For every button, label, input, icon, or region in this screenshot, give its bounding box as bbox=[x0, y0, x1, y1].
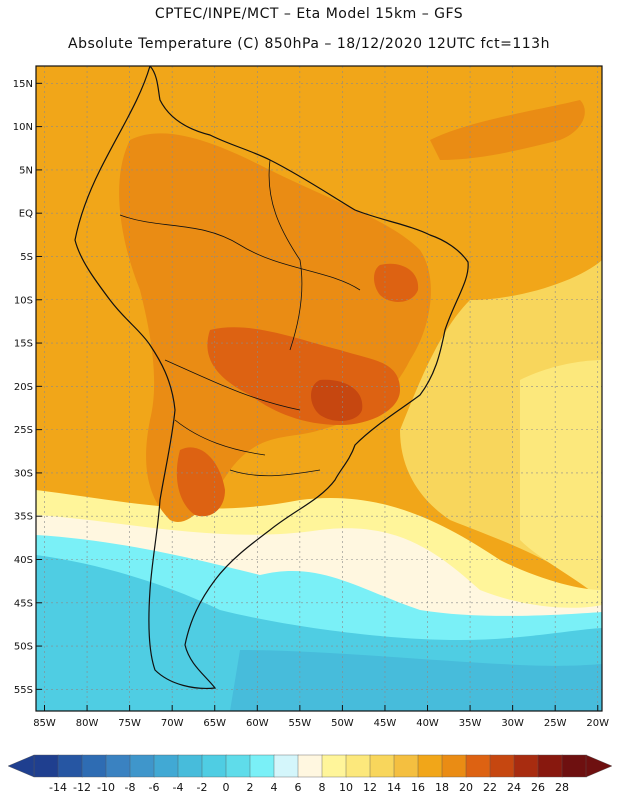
colorbar-swatch bbox=[33, 754, 59, 778]
colorbar-swatch bbox=[441, 754, 467, 778]
colorbar-tick-label: -2 bbox=[197, 781, 208, 794]
lat-label: 25S bbox=[14, 425, 33, 436]
colorbar-tick-label: 24 bbox=[507, 781, 521, 794]
field-hottest bbox=[311, 379, 363, 422]
lon-label: 65W bbox=[203, 718, 226, 729]
lon-label: 30W bbox=[501, 718, 524, 729]
lat-label: 5N bbox=[19, 165, 33, 176]
lat-label: 30S bbox=[14, 468, 33, 479]
colorbar: -14 -12 -10 -8 -6 -4 -2 0 2 4 6 8 10 12 14 16 18 20 22 24 26… bbox=[7, 754, 613, 794]
lon-label: 85W bbox=[33, 718, 56, 729]
field-very-hot-south bbox=[176, 447, 225, 517]
colorbar-swatch bbox=[321, 754, 347, 778]
lon-label: 45W bbox=[374, 718, 397, 729]
lon-label: 55W bbox=[289, 718, 312, 729]
colorbar-swatch bbox=[537, 754, 563, 778]
colorbar-tick-label: 18 bbox=[435, 781, 449, 794]
colorbar-swatch bbox=[249, 754, 275, 778]
lon-label: 80W bbox=[76, 718, 99, 729]
temperature-field bbox=[36, 66, 602, 711]
longitude-labels: 85W 80W 75W 70W 65W 60W 55W 50W 45W 40W 35W 30W 25W 2… bbox=[33, 705, 609, 729]
colorbar-swatch bbox=[465, 754, 491, 778]
colorbar-swatch bbox=[393, 754, 419, 778]
colorbar-tick-label: 12 bbox=[363, 781, 377, 794]
lon-label: 40W bbox=[416, 718, 439, 729]
colorbar-tick-label: 28 bbox=[555, 781, 569, 794]
colorbar-tick-label: -10 bbox=[97, 781, 115, 794]
lat-label: 55S bbox=[14, 685, 33, 696]
colorbar-swatch bbox=[201, 754, 227, 778]
colorbar-tick-label: -6 bbox=[149, 781, 160, 794]
colorbar-swatch bbox=[57, 754, 83, 778]
lon-label: 75W bbox=[118, 718, 141, 729]
latitude-labels: 15N 10N 5N EQ 5S 10S 15S 20S 25S 30S 35S 40S 45S 50S 5… bbox=[13, 79, 42, 696]
colorbar-tick-label: 4 bbox=[271, 781, 278, 794]
lat-label: 35S bbox=[14, 512, 33, 523]
lat-label: 10S bbox=[14, 295, 33, 306]
lat-label: 15N bbox=[13, 79, 33, 90]
colorbar-swatch bbox=[153, 754, 179, 778]
lon-label: 35W bbox=[459, 718, 482, 729]
map-title: CPTEC/INPE/MCT – Eta Model 15km – GFS bbox=[154, 6, 464, 22]
colorbar-swatch bbox=[225, 754, 251, 778]
lat-label: 50S bbox=[14, 642, 33, 653]
colorbar-min-arrow bbox=[7, 754, 35, 778]
colorbar-tick-label: 20 bbox=[459, 781, 473, 794]
colorbar-swatch bbox=[177, 754, 203, 778]
lat-label: 5S bbox=[20, 252, 33, 263]
country-borders bbox=[119, 159, 361, 477]
lat-label: 45S bbox=[14, 598, 33, 609]
colorbar-tick-label: 26 bbox=[531, 781, 545, 794]
colorbar-tick-label: 14 bbox=[387, 781, 401, 794]
lon-label: 60W bbox=[246, 718, 269, 729]
colorbar-tick-label: 6 bbox=[295, 781, 302, 794]
colorbar-tick-label: 8 bbox=[319, 781, 326, 794]
colorbar-tick-label: -14 bbox=[49, 781, 67, 794]
colorbar-max-arrow bbox=[585, 754, 613, 778]
colorbar-swatch bbox=[105, 754, 131, 778]
field-cold-3 bbox=[230, 650, 602, 711]
lat-label: 40S bbox=[14, 555, 33, 566]
colorbar-swatch bbox=[81, 754, 107, 778]
colorbar-swatch bbox=[273, 754, 299, 778]
lat-label: 20S bbox=[14, 382, 33, 393]
colorbar-swatch bbox=[369, 754, 395, 778]
graticule bbox=[36, 66, 602, 711]
colorbar-tick-label: -12 bbox=[73, 781, 91, 794]
lon-label: 50W bbox=[331, 718, 354, 729]
colorbar-swatch bbox=[297, 754, 323, 778]
plot-frame bbox=[35, 65, 603, 712]
colorbar-tick-label: 2 bbox=[247, 781, 254, 794]
map-subtitle: Absolute Temperature (C) 850hPa – 18/12/… bbox=[68, 36, 550, 52]
colorbar-tick-label: -8 bbox=[125, 781, 136, 794]
lon-label: 20W bbox=[586, 718, 609, 729]
colorbar-swatch bbox=[513, 754, 539, 778]
colorbar-tick-label: 22 bbox=[483, 781, 497, 794]
lat-label: EQ bbox=[19, 209, 33, 220]
colorbar-tick-label: 10 bbox=[339, 781, 353, 794]
colorbar-swatch bbox=[417, 754, 443, 778]
lon-label: 25W bbox=[544, 718, 567, 729]
field-hot-interior bbox=[119, 133, 431, 522]
lat-label: 15S bbox=[14, 339, 33, 350]
colorbar-swatch bbox=[129, 754, 155, 778]
colorbar-swatch bbox=[345, 754, 371, 778]
field-mild-east-2 bbox=[520, 360, 602, 600]
colorbar-tick-label: -4 bbox=[173, 781, 184, 794]
lon-label: 70W bbox=[161, 718, 184, 729]
colorbar-tick-label: 0 bbox=[223, 781, 230, 794]
coastline bbox=[74, 66, 469, 690]
field-warm-north-ocean bbox=[430, 100, 585, 160]
colorbar-swatch bbox=[489, 754, 515, 778]
colorbar-swatch bbox=[561, 754, 587, 778]
lat-label: 10N bbox=[13, 122, 33, 133]
colorbar-tick-label: 16 bbox=[411, 781, 425, 794]
